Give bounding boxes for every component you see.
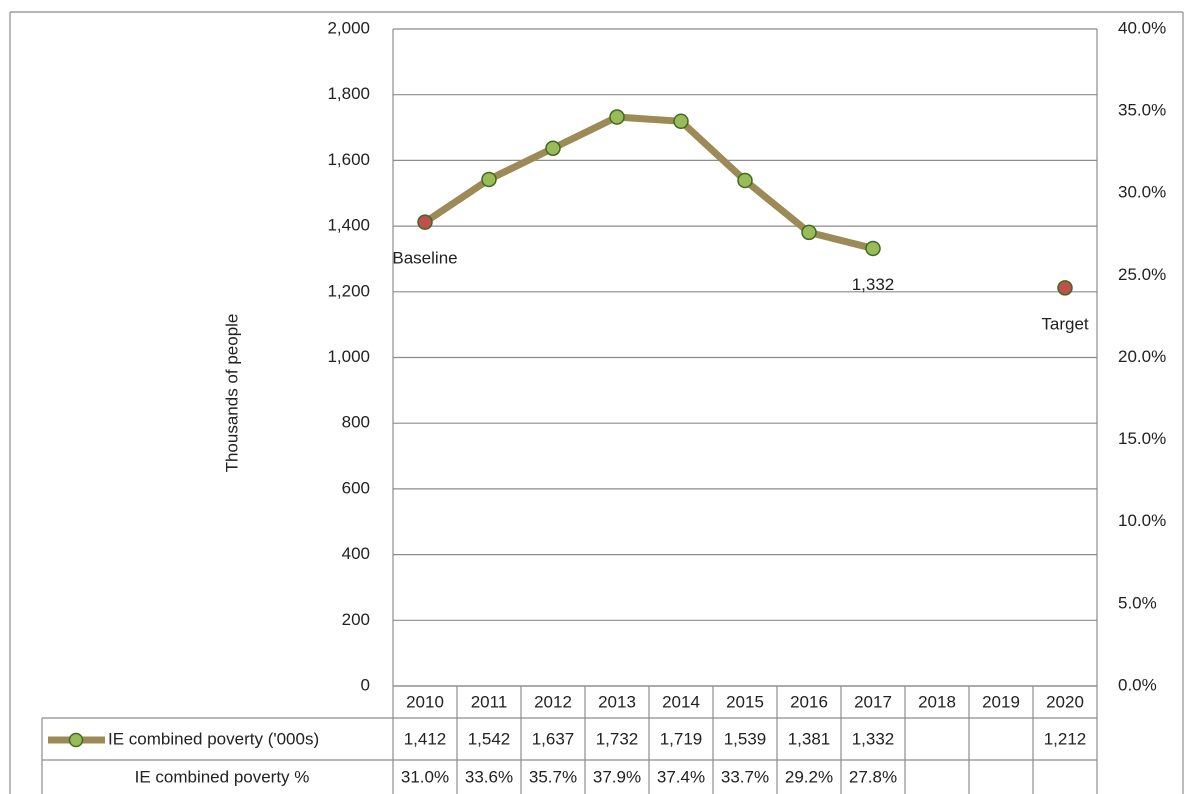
table-value: 33.6% [465,767,513,786]
table-value: 1,332 [852,729,895,748]
y2-tick-label: 0.0% [1118,675,1157,694]
table-value: 37.9% [593,767,641,786]
y2-tick-label: 20.0% [1118,347,1166,366]
x-tick-label: 2018 [918,692,956,711]
annotation: Baseline [392,249,457,268]
y-tick-label: 1,600 [327,150,370,169]
y2-tick-label: 5.0% [1118,593,1157,612]
y2-tick-label: 15.0% [1118,429,1166,448]
line [423,113,874,252]
x-tick-label: 2020 [1046,692,1084,711]
annotation: 1,332 [852,275,895,294]
marker [1057,280,1073,296]
y2-tick-label: 40.0% [1118,18,1166,37]
y-axis-label: Thousands of people [222,314,241,473]
legend-label: IE combined poverty ('000s) [108,729,319,748]
annotation: Target [1041,314,1089,333]
y-tick-label: 0 [361,675,370,694]
y-tick-label: 800 [342,413,370,432]
x-tick-label: 2015 [726,692,764,711]
x-tick-label: 2014 [662,692,700,711]
table-value: 1,412 [404,729,447,748]
marker [417,214,433,230]
y2-tick-label: 25.0% [1118,265,1166,284]
y2-tick-label: 35.0% [1118,101,1166,120]
table-value: 37.4% [657,767,705,786]
y-tick-label: 1,200 [327,281,370,300]
table-value: 1,637 [532,729,575,748]
legend-key-marker [68,732,84,748]
marker [801,224,817,241]
table-value: 35.7% [529,767,577,786]
table-value: 1,381 [788,729,831,748]
marker [865,240,881,257]
x-tick-label: 2016 [790,692,828,711]
marker [481,171,497,188]
x-tick-label: 2012 [534,692,572,711]
marker [673,113,689,130]
table-value: 1,542 [468,729,511,748]
y-tick-label: 200 [342,610,370,629]
table-value: 27.8% [849,767,897,786]
x-tick-label: 2013 [598,692,636,711]
marker [737,172,753,189]
y-tick-label: 1,000 [327,347,370,366]
table-value: 1,212 [1044,729,1087,748]
table-value: 29.2% [785,767,833,786]
y-tick-label: 1,800 [327,84,370,103]
y-tick-label: 400 [342,544,370,563]
y2-tick-label: 30.0% [1118,183,1166,202]
x-tick-label: 2017 [854,692,892,711]
table-value: 1,539 [724,729,767,748]
table-value: 1,719 [660,729,703,748]
table-value: 1,732 [596,729,639,748]
marker [609,109,625,125]
x-tick-label: 2019 [982,692,1020,711]
y-tick-label: 2,000 [327,18,370,37]
table-value: 31.0% [401,767,449,786]
y2-tick-label: 10.0% [1118,511,1166,530]
marker [545,140,561,156]
table-value: 33.7% [721,767,769,786]
legend-label: IE combined poverty % [135,767,310,786]
y-tick-label: 600 [342,478,370,497]
x-tick-label: 2011 [471,692,508,711]
x-tick-label: 2010 [406,692,444,711]
y-tick-label: 1,400 [327,216,370,235]
